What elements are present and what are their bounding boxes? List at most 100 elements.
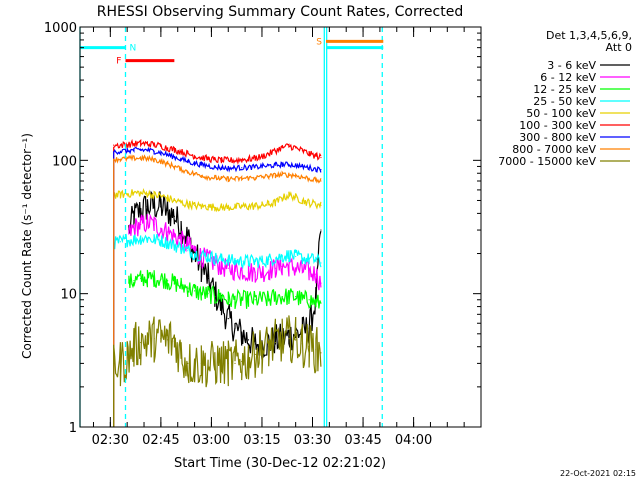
series-point <box>180 151 182 153</box>
series-point <box>220 177 223 180</box>
series-point <box>241 360 243 363</box>
series-point <box>207 255 209 258</box>
series-point <box>227 159 229 161</box>
series-point <box>146 222 148 224</box>
series-point <box>288 335 290 337</box>
series-point <box>207 364 209 366</box>
series-point <box>180 247 182 249</box>
series-line <box>113 154 322 427</box>
series-point <box>261 176 263 178</box>
series-point <box>241 260 243 262</box>
series-point <box>160 227 162 229</box>
series-point <box>227 206 229 208</box>
series-point <box>193 162 196 164</box>
series-point <box>200 163 202 166</box>
series-point <box>133 280 135 282</box>
chart-title: RHESSI Observing Summary Count Rates, Co… <box>97 4 463 20</box>
series-point <box>187 362 189 364</box>
series-point <box>160 240 162 242</box>
series-point <box>295 339 297 341</box>
series-point <box>241 205 243 208</box>
series-point <box>308 346 310 348</box>
series-point <box>268 299 270 301</box>
series-point <box>247 260 250 262</box>
series-point <box>200 362 202 364</box>
series-point <box>167 147 169 149</box>
series-point <box>247 339 250 341</box>
plot-frame <box>79 26 482 428</box>
series-point <box>126 193 128 195</box>
series-800-7000-kev <box>113 154 322 427</box>
series-point <box>288 254 290 256</box>
series-12-25-kev <box>128 269 322 310</box>
series-point <box>146 193 148 195</box>
series-point <box>133 143 135 145</box>
series-point <box>133 192 135 194</box>
series-point <box>320 282 322 284</box>
series-point <box>113 144 115 146</box>
series-point <box>268 153 270 155</box>
series-point <box>119 241 122 243</box>
series-point <box>207 277 209 280</box>
series-point <box>315 302 317 304</box>
series-point <box>220 305 223 308</box>
series-point <box>301 257 304 259</box>
series-point <box>160 195 162 197</box>
annotation-label: F <box>116 57 121 67</box>
series-point <box>254 205 256 207</box>
series-point <box>146 205 148 208</box>
series-point <box>133 157 135 159</box>
series-point <box>268 346 270 348</box>
series-point <box>227 259 229 261</box>
series-point <box>207 165 209 167</box>
series-point <box>308 153 310 155</box>
series-point <box>180 158 182 160</box>
series-point <box>160 205 162 208</box>
x-tick-label: 02:45 <box>142 433 179 448</box>
series-line <box>128 190 322 360</box>
series-point <box>281 197 283 199</box>
series-point <box>234 269 236 271</box>
series-point <box>140 237 142 239</box>
series-point <box>247 166 250 169</box>
series-point <box>160 338 162 340</box>
series-point <box>254 177 256 179</box>
series-point <box>167 154 169 156</box>
series-point <box>140 277 142 280</box>
series-point <box>301 269 304 271</box>
series-point <box>200 156 202 159</box>
series-point <box>261 204 263 206</box>
series-point <box>227 299 229 301</box>
series-point <box>281 255 283 258</box>
series-point <box>126 158 128 160</box>
series-point <box>180 284 182 287</box>
series-point <box>234 299 236 301</box>
series-point <box>295 267 297 269</box>
series-point <box>113 362 115 364</box>
series-point <box>146 339 148 341</box>
series-point <box>173 244 175 247</box>
series-point <box>227 362 229 364</box>
series-point <box>187 287 189 289</box>
series-point <box>128 282 130 284</box>
series-point <box>193 250 196 252</box>
series-point <box>320 169 322 171</box>
series-point <box>288 296 290 298</box>
series-line <box>128 269 322 310</box>
series-point <box>133 149 135 151</box>
series-point <box>126 357 128 359</box>
series-point <box>220 265 223 268</box>
series-point <box>187 250 189 252</box>
series-point <box>187 244 189 247</box>
series-point <box>140 192 142 194</box>
y-axis-label: Corrected Count Rate (s⁻¹ detector⁻¹) <box>20 133 34 359</box>
series-point <box>146 143 148 145</box>
legend-entry-label: 50 - 100 keV <box>526 107 596 120</box>
series-point <box>133 346 135 348</box>
series-point <box>167 209 169 212</box>
series-point <box>268 165 270 167</box>
legend-entry-label: 300 - 800 keV <box>519 131 596 144</box>
series-point <box>261 299 263 301</box>
series-point <box>315 179 317 181</box>
